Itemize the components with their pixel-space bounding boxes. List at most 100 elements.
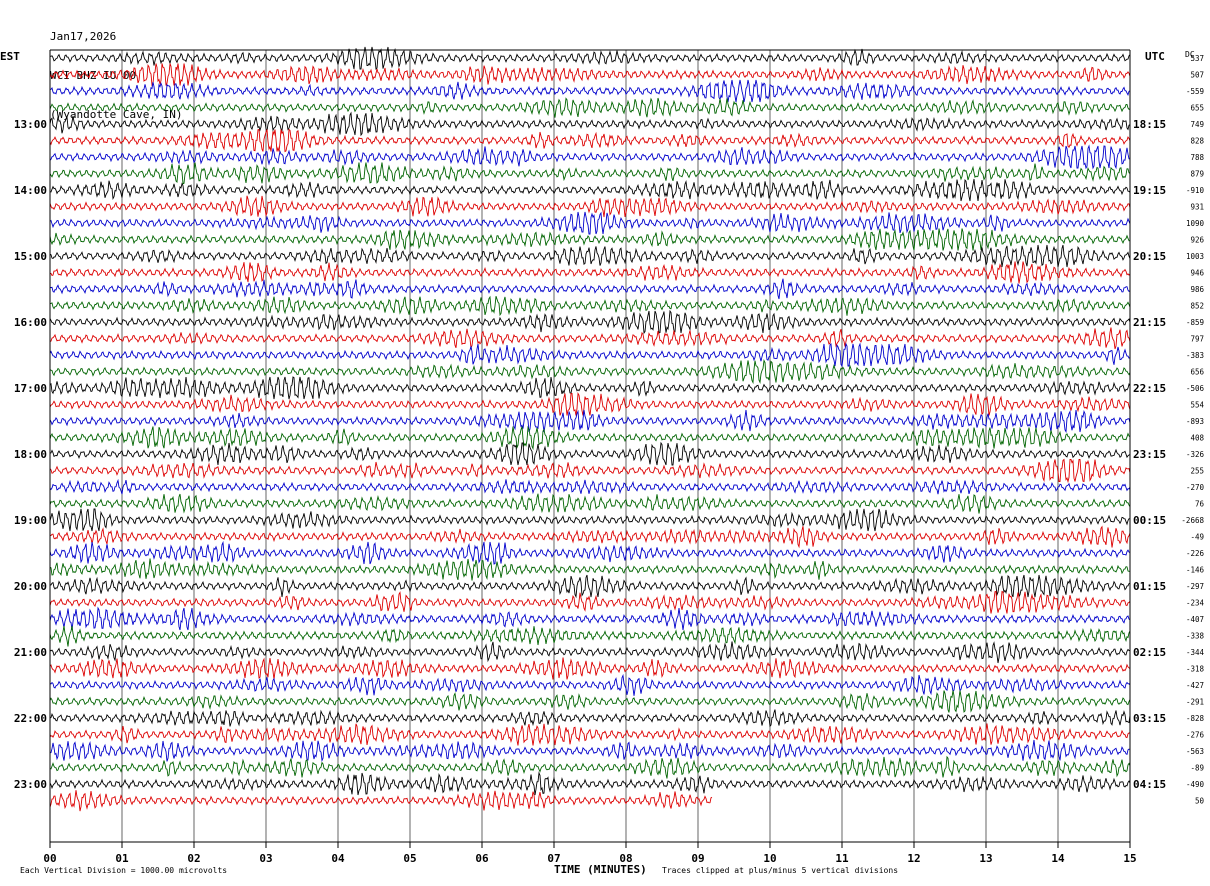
trace-line [49,641,1131,664]
trace-line [49,211,1131,235]
dc-offset: -407 [1186,615,1204,624]
utc-label: 02:15 [1133,646,1166,659]
dc-offset: -297 [1186,582,1204,591]
dc-offset: 408 [1190,434,1204,443]
x-axis-label: TIME (MINUTES) [554,863,647,876]
trace-line [49,358,1131,385]
dc-offset: -226 [1186,549,1205,558]
est-label: 19:00 [14,514,47,527]
est-label: 18:00 [14,448,47,461]
trace-line [49,327,1131,350]
x-tick-label: 05 [403,852,416,865]
minute-grid [121,50,1059,842]
trace-line [49,228,1131,251]
x-tick-label: 00 [43,852,56,865]
dc-offset: -49 [1190,533,1204,542]
dc-offset: -344 [1186,648,1205,657]
utc-label: 04:15 [1133,778,1166,791]
dc-offset: -326 [1186,450,1205,459]
trace-line [49,657,1131,680]
trace-line [50,79,1131,103]
trace-line [49,771,1131,796]
dc-offset: 1003 [1186,252,1204,261]
dc-column-title: DC [1185,50,1195,59]
utc-axis-title: UTC [1145,50,1165,63]
dc-offset: 931 [1190,203,1204,212]
trace-line [49,376,1131,400]
trace-line [49,441,1131,466]
trace-line [49,723,1130,746]
est-axis-title: EST [0,50,20,63]
utc-label: 22:15 [1133,382,1166,395]
est-label: 23:00 [14,778,47,791]
est-label: 22:00 [14,712,47,725]
est-label: 13:00 [14,118,47,131]
trace-line [49,97,1131,118]
trace-line [49,46,1131,70]
dc-offset: -427 [1186,681,1204,690]
trace-line [49,111,1131,137]
dc-offset: -291 [1186,698,1204,707]
utc-label: 03:15 [1133,712,1166,725]
trace-line [49,458,1131,484]
dc-offset: 852 [1190,302,1204,311]
utc-label: 20:15 [1133,250,1166,263]
dc-offset: -859 [1186,318,1204,327]
dc-offset: 655 [1190,104,1204,113]
est-label: 21:00 [14,646,47,659]
header-location: (Wyandotte Cave, IN) [50,108,183,121]
dc-offset: 656 [1190,368,1204,377]
est-label: 15:00 [14,250,47,263]
x-tick-label: 11 [835,852,849,865]
utc-label: 21:15 [1133,316,1166,329]
x-tick-label: 07 [547,852,560,865]
utc-time-labels: 18:15 19:15 20:15 21:15 22:15 23:15 00:15 01:15… [1133,118,1166,791]
utc-label: 23:15 [1133,448,1166,461]
est-label: 17:00 [14,382,47,395]
trace-line [49,540,1131,565]
dc-offset: -146 [1186,566,1205,575]
dc-offset: 986 [1190,285,1204,294]
trace-line [49,178,1131,202]
x-axis-ticks: 00 01 02 03 04 05 06 07 08 09 10 11 12 13 14 15 [43,842,1137,865]
trace-line [49,478,1131,495]
x-tick-label: 10 [763,852,776,865]
dc-offset: 946 [1190,269,1204,278]
trace-line [49,690,1131,713]
x-tick-label: 14 [1051,852,1065,865]
dc-offset: -893 [1186,417,1204,426]
dc-offset: -828 [1186,714,1205,723]
x-tick-label: 13 [979,852,992,865]
x-tick-label: 09 [691,852,704,865]
x-tick-label: 15 [1123,852,1136,865]
trace-line [49,709,1131,728]
trace-line [49,309,1131,335]
dc-offset: 797 [1190,335,1204,344]
dc-offset: -276 [1186,731,1205,740]
x-tick-label: 03 [259,852,272,865]
x-tick-label: 02 [187,852,200,865]
est-label: 14:00 [14,184,47,197]
dc-offset: -490 [1186,780,1205,789]
utc-label: 18:15 [1133,118,1166,131]
seismic-traces [49,46,1131,812]
trace-line [49,392,1131,416]
dc-offset: -383 [1186,351,1204,360]
x-tick-label: 06 [475,852,489,865]
x-tick-label: 08 [619,852,632,865]
dc-offset: -318 [1186,665,1205,674]
utc-label: 00:15 [1133,514,1166,527]
trace-line [49,558,1131,581]
trace-line [49,739,1131,763]
est-time-labels: 13:00 14:00 15:00 16:00 17:00 18:00 19:00 20:00… [14,118,47,791]
utc-label: 19:15 [1133,184,1166,197]
dc-offset: 554 [1190,401,1204,410]
trace-line [49,574,1131,599]
trace-line [49,295,1131,317]
dc-offset: -2668 [1181,516,1204,525]
dc-offset: 1090 [1186,219,1205,228]
trace-line [49,606,1131,631]
dc-offset: -559 [1186,87,1204,96]
utc-label: 01:15 [1133,580,1166,593]
